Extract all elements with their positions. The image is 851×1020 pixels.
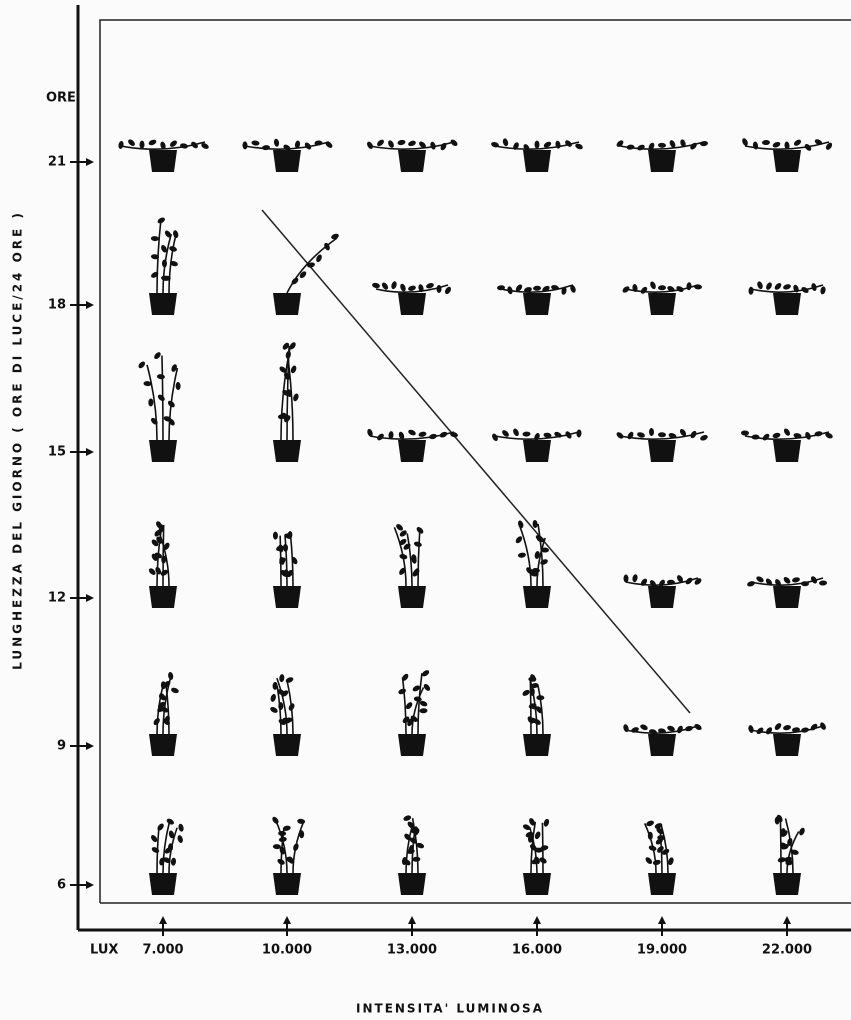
x-tick-label: 19.000 xyxy=(637,943,687,958)
pot xyxy=(273,293,301,315)
pot xyxy=(523,873,551,895)
x-unit: LUX xyxy=(90,943,118,958)
pot xyxy=(648,586,676,608)
y-tick-label: 9 xyxy=(57,739,66,754)
pot xyxy=(273,150,301,172)
y-unit: ORE xyxy=(46,91,76,106)
pot xyxy=(149,293,177,315)
pot xyxy=(149,873,177,895)
x-tick-label: 16.000 xyxy=(512,943,562,958)
pot xyxy=(773,734,801,756)
pot xyxy=(523,586,551,608)
leaf xyxy=(801,581,809,586)
pot xyxy=(273,440,301,462)
stem xyxy=(163,525,164,586)
pot xyxy=(523,440,551,462)
pot xyxy=(398,440,426,462)
pot xyxy=(773,586,801,608)
x-tick-label: 22.000 xyxy=(762,943,812,958)
y-tick-label: 12 xyxy=(48,591,66,606)
pot xyxy=(523,150,551,172)
pot xyxy=(273,873,301,895)
pot xyxy=(523,293,551,315)
pot xyxy=(648,440,676,462)
pot xyxy=(273,734,301,756)
pot xyxy=(648,734,676,756)
pot xyxy=(773,293,801,315)
pot xyxy=(398,873,426,895)
pot xyxy=(149,734,177,756)
pot xyxy=(149,150,177,172)
stem xyxy=(780,820,781,873)
x-tick-label: 13.000 xyxy=(387,943,437,958)
pot xyxy=(398,586,426,608)
pot xyxy=(273,586,301,608)
pot xyxy=(773,873,801,895)
leaf xyxy=(437,285,442,293)
pot xyxy=(523,734,551,756)
pot xyxy=(773,150,801,172)
pot xyxy=(398,150,426,172)
leaf xyxy=(163,276,171,281)
y-title: LUNGHEZZA DEL GIORNO ( ORE DI LUCE/24 OR… xyxy=(11,210,25,670)
pot xyxy=(648,873,676,895)
y-tick-label: 21 xyxy=(48,155,66,170)
x-tick-label: 7.000 xyxy=(142,943,183,958)
y-tick-label: 15 xyxy=(48,445,66,460)
pot xyxy=(648,293,676,315)
figure: ORE LUX INTENSITA' LUMINOSA LUNGHEZZA DE… xyxy=(0,0,851,1020)
pot xyxy=(149,586,177,608)
x-tick-label: 10.000 xyxy=(262,943,312,958)
pot xyxy=(398,734,426,756)
pot xyxy=(398,293,426,315)
pot xyxy=(773,440,801,462)
leaf xyxy=(278,702,283,710)
pot xyxy=(648,150,676,172)
y-tick-label: 18 xyxy=(48,298,66,313)
x-title: INTENSITA' LUMINOSA xyxy=(356,1002,544,1016)
pot xyxy=(149,440,177,462)
y-tick-label: 6 xyxy=(57,878,66,893)
